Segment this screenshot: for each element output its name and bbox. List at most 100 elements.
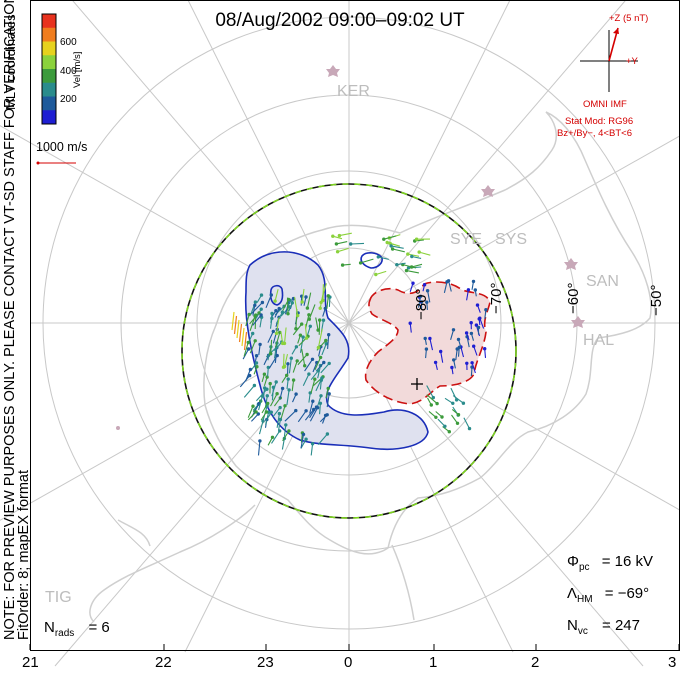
velocity-vector-origin <box>259 293 264 297</box>
velocity-vector-origin <box>269 352 273 356</box>
velocity-vector-origin <box>258 439 262 443</box>
velocity-vector-origin <box>286 312 290 316</box>
site-label-tig: TIG <box>45 589 72 606</box>
velocity-vector-origin <box>408 321 412 325</box>
velocity-vector <box>284 410 297 422</box>
velocity-vector-origin <box>304 437 308 441</box>
velocity-vector-origin <box>264 410 269 414</box>
velocity-vector-origin <box>300 322 304 326</box>
velocity-vector-origin <box>318 306 322 310</box>
nrads-value: = 6 <box>88 619 110 636</box>
velocity-vector <box>378 256 389 260</box>
velocity-vector <box>293 296 299 316</box>
velocity-vector-origin <box>286 377 290 381</box>
velocity-vector <box>269 318 273 329</box>
velocity-vector-origin <box>295 359 299 363</box>
velocity-vector <box>317 328 323 348</box>
velocity-vector <box>321 343 327 356</box>
velocity-vector <box>231 311 235 331</box>
velocity-vector-origin <box>280 310 285 314</box>
reference-vector-arrow <box>36 161 76 165</box>
velocity-vector <box>304 409 315 421</box>
velocity-vector-origin <box>277 411 282 416</box>
velocity-vector-origin <box>251 404 255 408</box>
velocity-vector-origin <box>318 318 322 322</box>
velocity-vector-origin <box>358 261 363 265</box>
velocity-vector <box>304 358 313 372</box>
velocity-vector-origin <box>305 352 309 357</box>
velocity-vector <box>278 419 281 431</box>
velocity-vector-origin <box>275 353 279 358</box>
velocity-vector-origin <box>278 417 283 422</box>
velocity-vector-origin <box>266 401 270 406</box>
site-label-hal: HAL <box>583 332 615 349</box>
latitude-label-80: −80° <box>413 288 430 320</box>
velocity-vector <box>284 353 289 367</box>
pole-plus-marker <box>411 378 423 390</box>
velocity-vector-origin <box>305 306 310 310</box>
velocity-vector-origin <box>294 327 298 331</box>
lambda-value: = −69° <box>604 585 650 602</box>
velocity-vector-origin <box>431 395 435 400</box>
velocity-vector-origin <box>326 386 330 391</box>
velocity-vector <box>337 247 349 253</box>
velocity-vector <box>288 358 292 374</box>
velocity-vector <box>286 297 289 314</box>
colorbar-segment <box>42 14 56 29</box>
velocity-vector <box>242 348 250 360</box>
velocity-vector <box>257 440 261 456</box>
velocity-vector <box>320 363 330 374</box>
velocity-vector <box>297 354 308 366</box>
velocity-vector-origin <box>277 306 281 311</box>
velocity-vector <box>258 344 261 355</box>
latitude-label-60: −60° <box>565 282 582 314</box>
velocity-vector-origin <box>327 392 331 396</box>
velocity-vector-origin <box>319 394 323 398</box>
velocity-vector-origin <box>254 410 258 414</box>
stat-model-label: Stat Mod: RG96 <box>565 116 634 127</box>
velocity-vector <box>283 327 287 344</box>
velocity-vector-origin <box>257 311 261 315</box>
site-label-san: SAN <box>586 273 619 290</box>
velocity-vector-origin <box>270 316 274 321</box>
colorbar-tick-600: 600 <box>60 37 77 48</box>
nrads-symbol: N <box>44 619 55 636</box>
velocity-vector-origin <box>337 233 342 238</box>
velocity-vector <box>336 241 348 245</box>
colorbar-segment <box>42 27 56 42</box>
velocity-vector-origin <box>263 386 267 390</box>
velocity-vector-origin <box>269 410 273 414</box>
velocity-vector-origin <box>324 338 328 343</box>
velocity-vector-origin <box>265 394 269 398</box>
velocity-vector-origin <box>483 347 487 351</box>
velocity-vector-origin <box>321 298 325 303</box>
velocity-vector-origin <box>323 306 327 311</box>
mlt-label-1: 1 <box>429 654 438 671</box>
velocity-vector-origin <box>260 300 265 305</box>
velocity-vector-origin <box>274 331 279 336</box>
velocity-vector <box>243 342 249 357</box>
velocity-vector-origin <box>465 361 469 365</box>
latitude-label-50: −50° <box>648 284 665 316</box>
velocity-vector-origin <box>252 383 257 388</box>
positive-potential-cell <box>364 281 491 405</box>
velocity-vector-origin <box>286 362 290 366</box>
velocity-vector <box>310 379 316 394</box>
velocity-vector-origin <box>287 429 291 433</box>
velocity-vector-origin <box>254 354 259 358</box>
velocity-vector-origin <box>409 265 414 269</box>
mlt-label-3: 3 <box>668 654 677 671</box>
velocity-vector-origin <box>296 313 300 318</box>
velocity-vector <box>460 346 465 358</box>
velocity-vector-origin <box>251 331 255 336</box>
velocity-vector <box>281 438 285 450</box>
velocity-vector-origin <box>374 272 378 277</box>
velocity-vector-origin <box>472 344 476 348</box>
velocity-vector-origin <box>327 361 331 366</box>
mlt-label-22: 22 <box>155 654 172 671</box>
velocity-vector-origin <box>316 369 320 373</box>
velocity-vector-origin <box>280 341 285 346</box>
velocity-vector <box>239 375 251 388</box>
